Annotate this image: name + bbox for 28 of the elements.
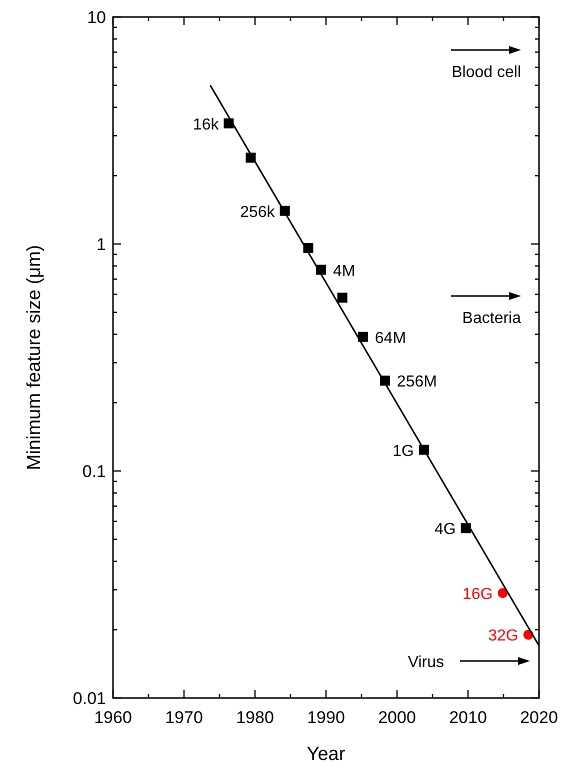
point [498, 588, 508, 598]
y-tick-label: 0.1 [82, 462, 106, 481]
x-tick-label: 2010 [449, 708, 487, 727]
point [358, 332, 368, 342]
x-tick-label: 2000 [378, 708, 416, 727]
x-tick-label: 1970 [165, 708, 203, 727]
annotation: Virus [408, 654, 444, 671]
x-tick-label: 1960 [94, 708, 132, 727]
annotation: 1G [392, 442, 414, 460]
y-tick-label: 0.01 [72, 689, 106, 708]
annotation: 256k [240, 204, 276, 221]
x-tick-label: 1980 [236, 708, 274, 727]
y-axis-title: Minimum feature size (μm) [24, 244, 45, 470]
x-tick-label: 1990 [307, 708, 345, 727]
y-tick-label: 10 [87, 8, 106, 27]
annotation: 4G [434, 521, 456, 538]
point [337, 292, 348, 303]
annotation: 256M [396, 374, 437, 391]
x-axis-title: Year [306, 744, 346, 765]
annotation: Blood cell [452, 64, 521, 81]
annotation: 16G [462, 586, 493, 604]
annotation: Bacteria [462, 310, 522, 327]
annotation: 16k [192, 116, 220, 134]
annotation: 32G [488, 628, 518, 645]
annotation: 64M [374, 330, 406, 347]
x-tick-label: 2020 [520, 708, 558, 727]
y-tick-label: 1 [96, 235, 106, 254]
annotation: 4M [333, 262, 356, 280]
